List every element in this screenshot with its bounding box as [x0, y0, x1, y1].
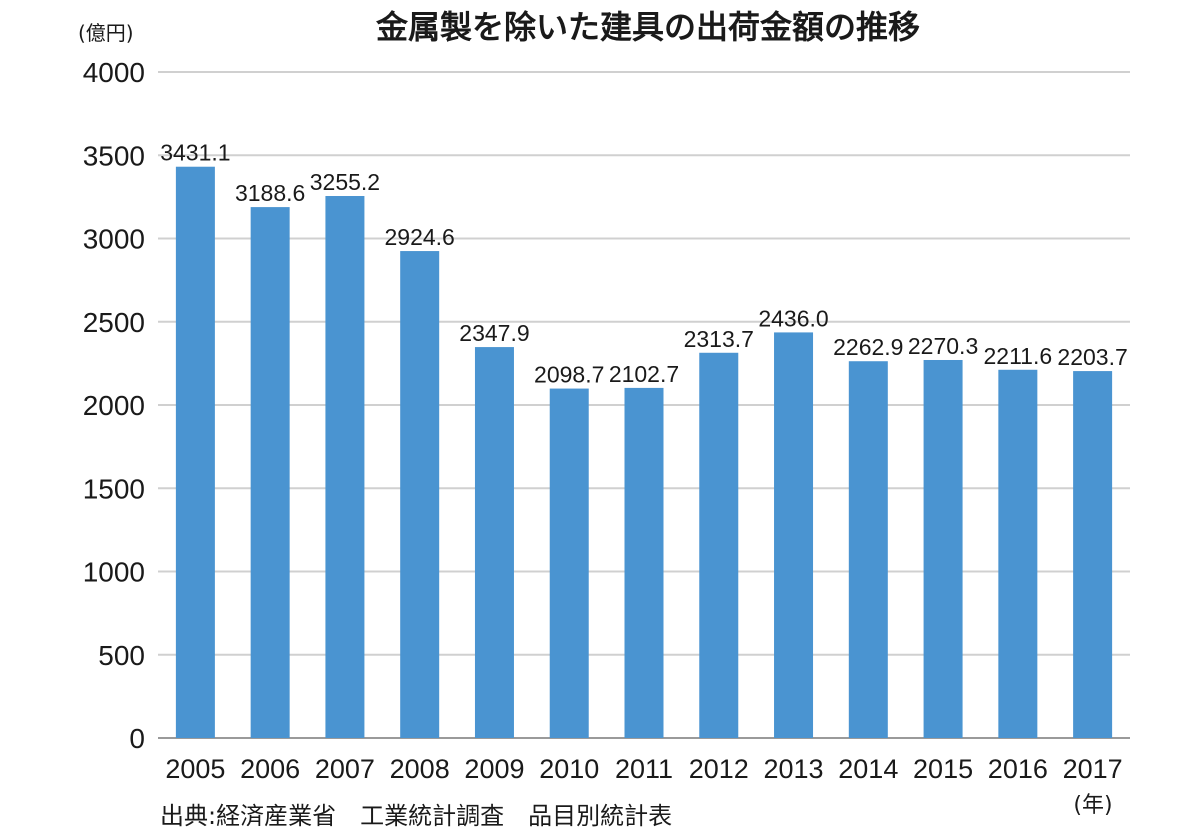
bar-2008 [400, 251, 440, 739]
data-label-2009: 2347.9 [459, 320, 529, 346]
x-tick-label-2009: 2009 [464, 754, 524, 784]
y-tick-label: 500 [98, 640, 145, 671]
bars [175, 166, 1113, 739]
bar-2011 [624, 387, 664, 738]
data-label-2010: 2098.7 [534, 362, 604, 388]
bar-2012 [699, 352, 739, 738]
y-axis-ticks: 0 500 1000 1500 2000 2500 3000 3500 4000 [83, 57, 145, 754]
y-tick-label: 2500 [83, 307, 145, 338]
x-axis-unit-label: (年) [1073, 793, 1112, 818]
bar-2010 [549, 388, 589, 738]
bar-2017 [1073, 371, 1113, 738]
data-label-2017: 2203.7 [1057, 344, 1127, 370]
x-tick-label-2012: 2012 [689, 754, 749, 784]
bar-2013 [774, 332, 814, 738]
x-tick-label-2017: 2017 [1063, 754, 1123, 784]
x-axis-ticks: 2005 2006 2007 2008 2009 2010 2011 2012 2013 2014… [165, 754, 1122, 784]
x-tick-label-2006: 2006 [240, 754, 300, 784]
y-tick-label: 1500 [83, 473, 145, 504]
x-tick-label-2007: 2007 [315, 754, 375, 784]
x-tick-label-2013: 2013 [763, 754, 823, 784]
data-label-2012: 2313.7 [684, 326, 754, 352]
data-label-2014: 2262.9 [833, 334, 903, 360]
bar-2015 [923, 359, 963, 738]
data-label-2016: 2211.6 [984, 343, 1053, 369]
data-label-2015: 2270.3 [908, 333, 978, 359]
source-note: 出典:経済産業省 工業統計調査 品目別統計表 [160, 802, 672, 830]
data-label-2011: 2102.7 [609, 361, 679, 387]
x-tick-label-2014: 2014 [838, 754, 898, 784]
x-tick-label-2015: 2015 [913, 754, 973, 784]
bar-2016 [998, 369, 1038, 738]
bar-2005 [175, 166, 215, 738]
x-tick-label-2010: 2010 [539, 754, 599, 784]
y-tick-label: 3500 [83, 140, 145, 171]
y-tick-label: 3000 [83, 224, 145, 255]
x-tick-label-2011: 2011 [615, 754, 673, 784]
y-tick-label: 1000 [83, 557, 145, 588]
data-label-2005: 3431.1 [160, 140, 230, 166]
chart-title: 金属製を除いた建具の出荷金額の推移 [375, 8, 920, 46]
y-axis-unit-label: (億円) [78, 21, 134, 45]
y-tick-label: 2000 [83, 390, 145, 421]
x-tick-label-2005: 2005 [165, 754, 225, 784]
x-tick-label-2016: 2016 [988, 754, 1048, 784]
data-label-2013: 2436.0 [758, 305, 828, 331]
bar-2006 [250, 207, 290, 739]
x-tick-label-2008: 2008 [390, 754, 450, 784]
y-tick-label: 0 [129, 723, 145, 754]
data-label-2008: 2924.6 [385, 224, 455, 250]
data-label-2006: 3188.6 [235, 180, 305, 206]
y-tick-label: 4000 [83, 57, 145, 88]
bar-2007 [325, 196, 365, 738]
bar-2009 [474, 347, 514, 738]
bar-2014 [848, 361, 888, 738]
data-label-2007: 3255.2 [310, 169, 380, 195]
